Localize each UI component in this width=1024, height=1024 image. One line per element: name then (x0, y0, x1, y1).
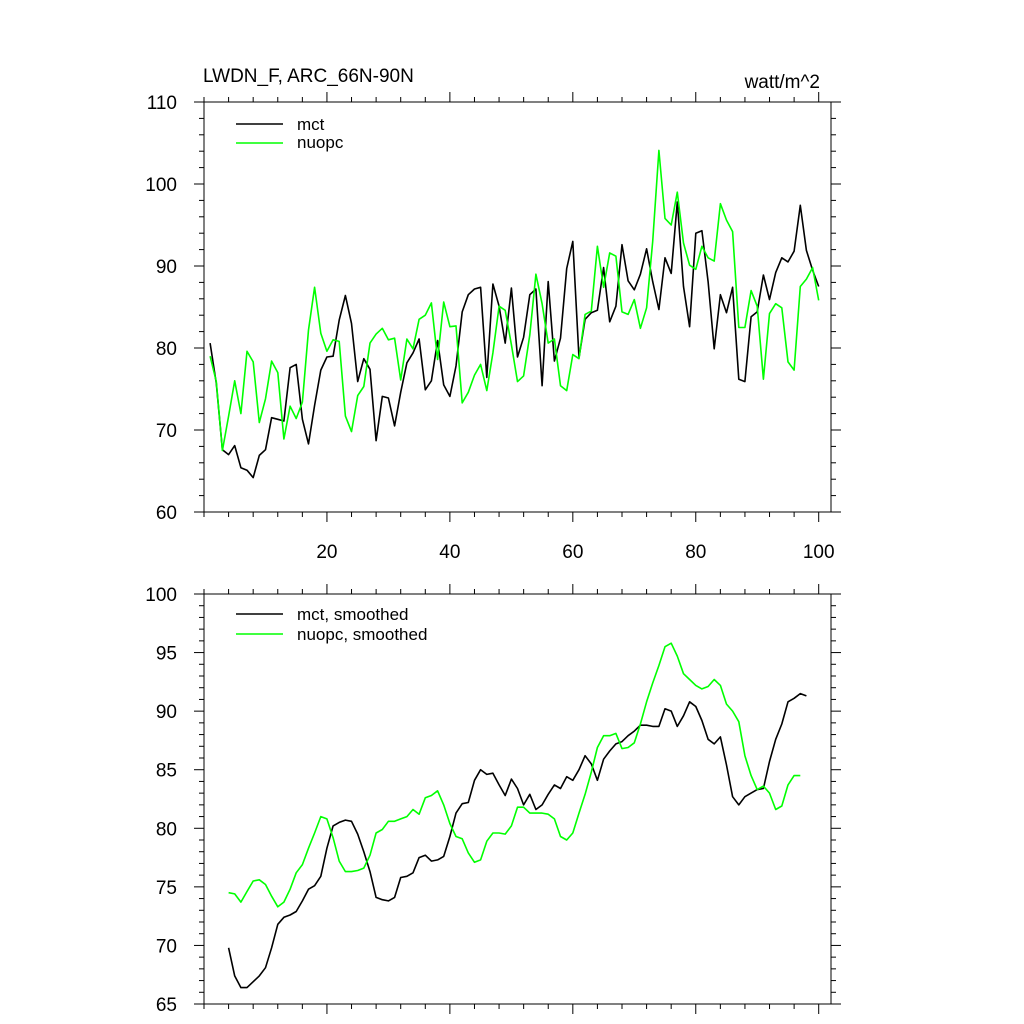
bottom-y-tick-label: 65 (156, 995, 177, 1016)
series-line-nuopc (209, 149, 820, 452)
legend-label-mct: mct (297, 115, 325, 134)
bottom-chart-lines (227, 642, 807, 989)
top-y-tick-label: 60 (156, 503, 177, 524)
bottom-y-tick-label: 95 (156, 644, 177, 665)
top-x-tick-label: 20 (316, 542, 337, 563)
bottom-chart-axes: 65 70 75 80 85 90 95 100 (145, 584, 841, 1016)
top-plot-frame (203, 101, 832, 513)
bottom-y-tick-label: 85 (156, 761, 177, 782)
units-label: watt/m^2 (744, 72, 820, 93)
legend-label-nuopc-smoothed: nuopc, smoothed (297, 625, 427, 644)
bottom-chart: 65 70 75 80 85 90 95 100 mct, smoothed nuopc, s… (145, 584, 841, 1016)
legend-label-nuopc: nuopc (297, 133, 344, 152)
top-chart: LWDN_F, ARC_66N-90N watt/m^2 60 70 80 90 100… (145, 66, 841, 563)
top-x-tick-label: 80 (685, 542, 706, 563)
top-y-tick-label: 110 (147, 93, 177, 114)
bottom-plot-frame (203, 593, 832, 1005)
top-x-tick-label: 60 (562, 542, 583, 563)
bottom-y-tick-label: 80 (156, 819, 177, 840)
bottom-y-tick-label: 70 (156, 936, 177, 957)
top-chart-lines (209, 149, 820, 479)
top-y-tick-label: 100 (145, 175, 177, 196)
top-y-tick-label: 70 (156, 421, 177, 442)
top-chart-axes: 60 70 80 90 100 110 20 40 60 80 100 (145, 92, 841, 563)
bottom-chart-legend: mct, smoothed nuopc, smoothed (236, 605, 427, 644)
bottom-y-tick-label: 75 (156, 878, 177, 899)
top-y-tick-label: 80 (156, 339, 177, 360)
series-line-mct-smoothed (227, 692, 807, 989)
top-x-tick-label: 100 (803, 542, 835, 563)
series-line-nuopc-smoothed (228, 642, 801, 908)
series-line-mct (209, 201, 820, 479)
top-y-tick-label: 90 (156, 257, 177, 278)
top-chart-legend: mct nuopc (236, 115, 344, 152)
bottom-y-tick-label: 90 (156, 702, 177, 723)
legend-label-mct-smoothed: mct, smoothed (297, 605, 409, 624)
bottom-y-tick-label: 100 (145, 585, 177, 606)
top-x-tick-label: 40 (439, 542, 460, 563)
chart-title: LWDN_F, ARC_66N-90N (203, 66, 414, 87)
